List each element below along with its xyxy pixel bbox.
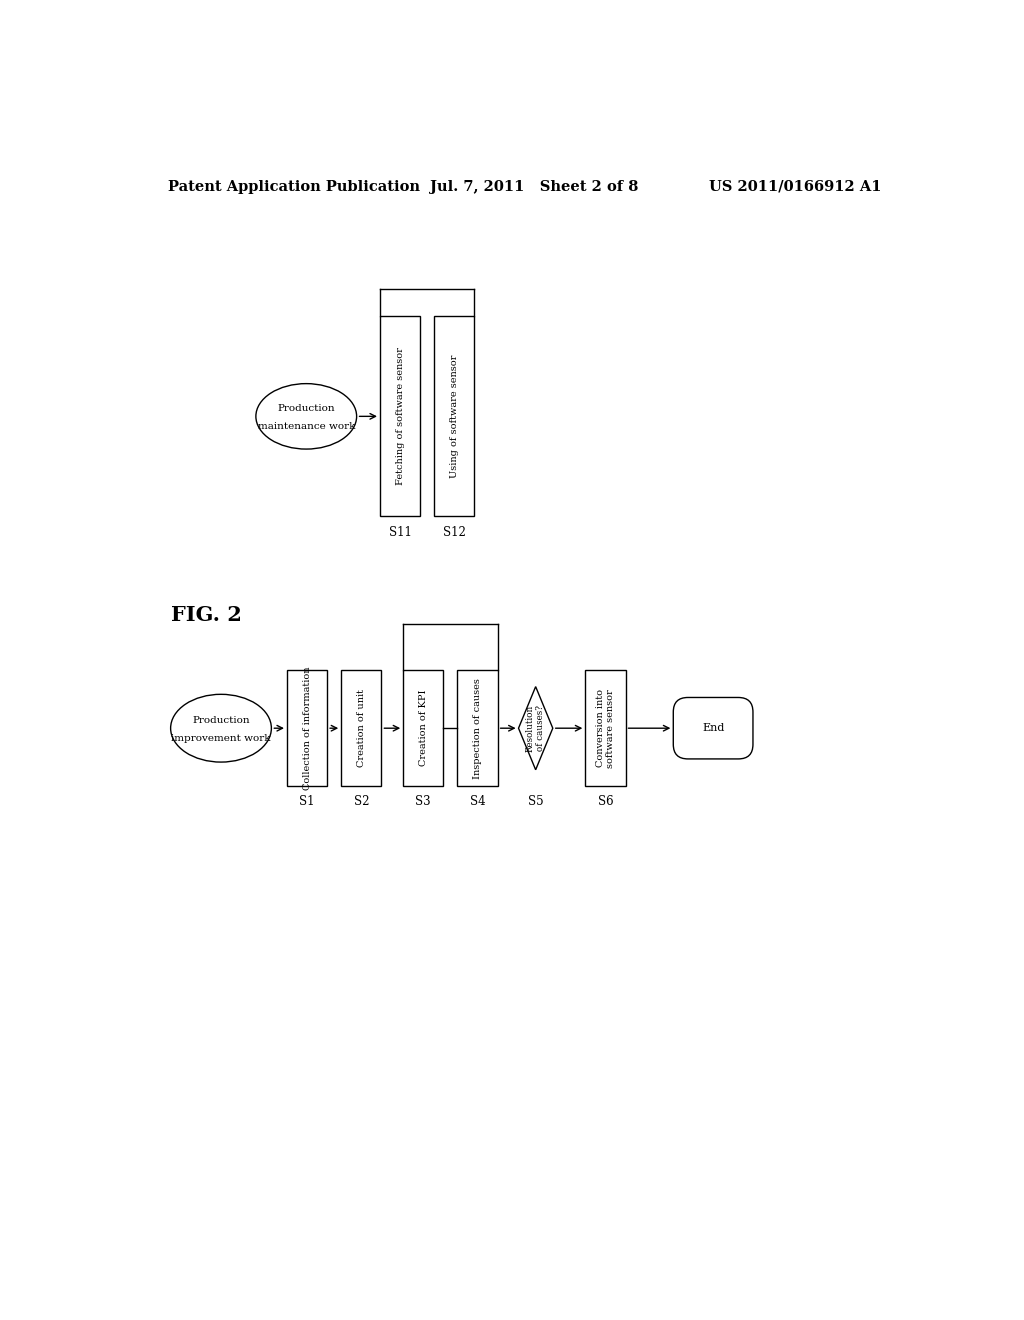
Text: Production: Production — [278, 404, 335, 413]
Text: Jul. 7, 2011   Sheet 2 of 8: Jul. 7, 2011 Sheet 2 of 8 — [430, 180, 639, 194]
Text: End: End — [701, 723, 724, 733]
Bar — [586, 671, 626, 785]
Text: S1: S1 — [299, 795, 314, 808]
Text: S4: S4 — [470, 795, 485, 808]
Bar — [380, 317, 420, 516]
Text: Conversion into
software sensor: Conversion into software sensor — [596, 689, 615, 767]
Bar — [341, 671, 381, 785]
Text: Patent Application Publication: Patent Application Publication — [168, 180, 420, 194]
Text: Collection of information: Collection of information — [302, 667, 311, 789]
Bar — [287, 671, 328, 785]
Text: Using of software sensor: Using of software sensor — [450, 355, 459, 478]
Text: US 2011/0166912 A1: US 2011/0166912 A1 — [710, 180, 882, 194]
Text: S6: S6 — [598, 795, 613, 808]
Text: Creation of unit: Creation of unit — [356, 689, 366, 767]
Text: FIG. 2: FIG. 2 — [171, 605, 242, 624]
Text: S2: S2 — [353, 795, 369, 808]
Text: maintenance work: maintenance work — [258, 422, 355, 430]
Bar — [403, 671, 443, 785]
Bar — [434, 317, 474, 516]
Text: S3: S3 — [416, 795, 431, 808]
Text: Creation of KPI: Creation of KPI — [419, 690, 428, 767]
Text: Resolution
of causes?: Resolution of causes? — [526, 705, 546, 752]
Text: S5: S5 — [527, 795, 544, 808]
Text: Inspection of causes: Inspection of causes — [473, 677, 482, 779]
Text: S12: S12 — [442, 525, 466, 539]
Bar — [458, 671, 498, 785]
Text: S11: S11 — [388, 525, 412, 539]
Text: improvement work: improvement work — [171, 734, 270, 743]
Text: Production: Production — [193, 715, 250, 725]
Text: Fetching of software sensor: Fetching of software sensor — [395, 347, 404, 486]
